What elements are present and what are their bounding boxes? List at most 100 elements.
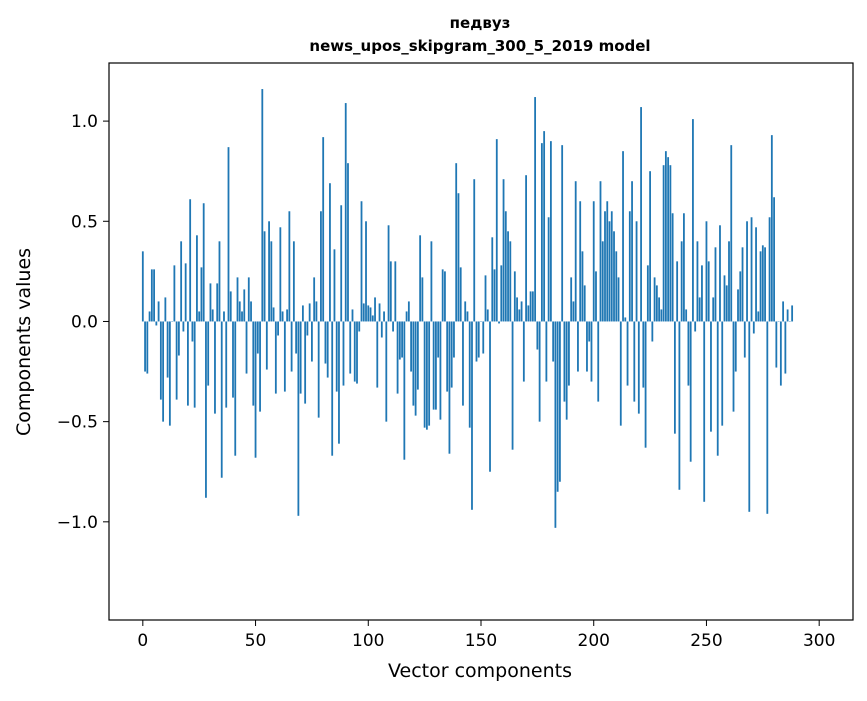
- bar: [399, 321, 401, 359]
- bar: [182, 321, 184, 331]
- bar: [541, 143, 543, 321]
- y-tick-label: 0.0: [71, 312, 98, 332]
- bar: [160, 321, 162, 399]
- bar: [503, 179, 505, 321]
- bar: [624, 317, 626, 321]
- bar: [417, 321, 419, 389]
- bar: [464, 301, 466, 321]
- bar: [196, 235, 198, 321]
- bar: [717, 321, 719, 455]
- bar: [746, 221, 748, 321]
- bar: [699, 297, 701, 321]
- bar: [212, 309, 214, 321]
- y-axis-label: Components values: [13, 248, 35, 436]
- bar: [509, 241, 511, 321]
- bar: [584, 285, 586, 321]
- bar: [343, 321, 345, 385]
- bar: [153, 269, 155, 321]
- bar: [674, 321, 676, 433]
- bar: [597, 321, 599, 401]
- bar: [410, 321, 412, 371]
- bar: [676, 261, 678, 321]
- bar: [521, 301, 523, 321]
- bar: [712, 297, 714, 321]
- bar: [367, 305, 369, 321]
- bar: [180, 241, 182, 321]
- bar: [564, 321, 566, 401]
- bar: [710, 321, 712, 431]
- bar: [164, 297, 166, 321]
- bar: [771, 135, 773, 321]
- bar: [345, 103, 347, 321]
- bar: [322, 137, 324, 321]
- bar: [173, 265, 175, 321]
- bar: [697, 241, 699, 321]
- bar: [478, 321, 480, 357]
- bar: [255, 321, 257, 457]
- bar: [264, 231, 266, 321]
- bar: [665, 151, 667, 321]
- bar: [144, 321, 146, 371]
- bar: [302, 305, 304, 321]
- bar: [205, 321, 207, 497]
- bar: [636, 221, 638, 321]
- chart-subtitle: news_upos_skipgram_300_5_2019 model: [309, 37, 650, 55]
- bar: [638, 321, 640, 413]
- bar: [545, 321, 547, 381]
- bar: [349, 321, 351, 373]
- bar: [336, 321, 338, 391]
- bar: [602, 241, 604, 321]
- bar: [291, 321, 293, 371]
- bar: [392, 321, 394, 331]
- y-tick-label: −1.0: [57, 513, 98, 533]
- bar: [591, 321, 593, 381]
- bar: [737, 289, 739, 321]
- bar: [449, 321, 451, 453]
- bar: [259, 321, 261, 411]
- bar: [485, 275, 487, 321]
- bar: [232, 321, 234, 397]
- bar: [234, 321, 236, 455]
- bar: [631, 181, 633, 321]
- bar: [252, 321, 254, 405]
- bar: [568, 321, 570, 385]
- bar: [273, 307, 275, 321]
- bar: [498, 321, 500, 323]
- bar: [458, 193, 460, 321]
- bar: [284, 321, 286, 391]
- bar: [764, 247, 766, 321]
- bar: [724, 275, 726, 321]
- bar: [230, 291, 232, 321]
- bar: [270, 241, 272, 321]
- bar: [505, 211, 507, 321]
- bar: [293, 241, 295, 321]
- bar: [487, 309, 489, 321]
- y-tick-label: 0.5: [71, 212, 98, 232]
- bar: [442, 269, 444, 321]
- bar: [516, 297, 518, 321]
- bar: [297, 321, 299, 515]
- bar: [257, 321, 259, 353]
- bar: [446, 321, 448, 391]
- bar: [469, 321, 471, 427]
- bar: [473, 179, 475, 321]
- bar: [604, 211, 606, 321]
- bar: [593, 201, 595, 321]
- bar: [295, 321, 297, 353]
- bar: [189, 199, 191, 321]
- bar: [225, 321, 227, 407]
- bar: [279, 227, 281, 321]
- bar: [627, 321, 629, 385]
- bar: [735, 321, 737, 371]
- bar: [527, 305, 529, 321]
- bar: [311, 321, 313, 361]
- bar: [408, 301, 410, 321]
- bar: [561, 145, 563, 321]
- bar: [313, 277, 315, 321]
- bar: [491, 237, 493, 321]
- bar: [363, 303, 365, 321]
- bar: [288, 211, 290, 321]
- bar: [791, 305, 793, 321]
- bar: [609, 221, 611, 321]
- bar: [142, 251, 144, 321]
